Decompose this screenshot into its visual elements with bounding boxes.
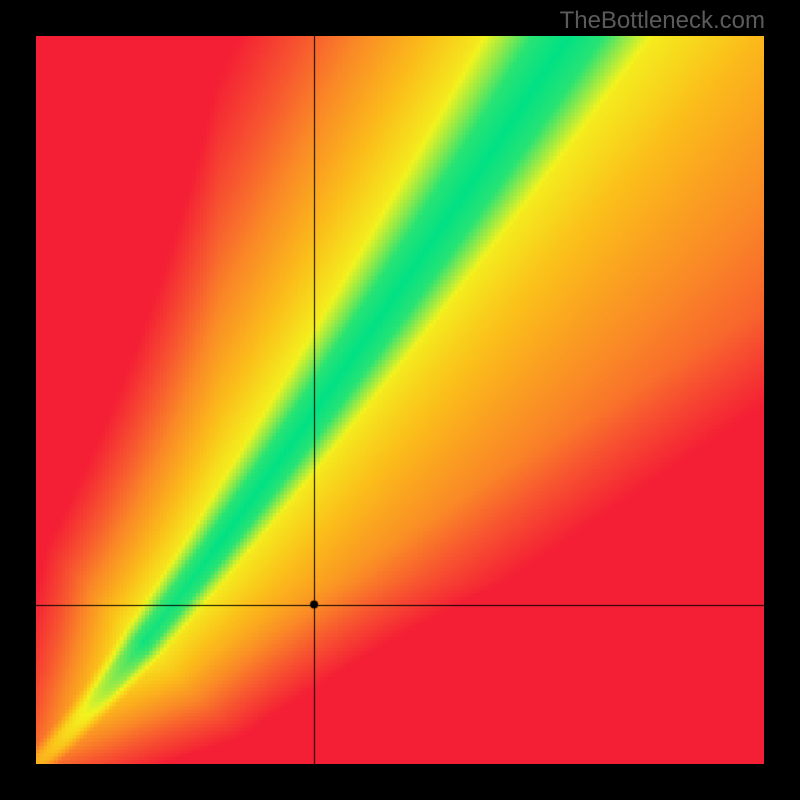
- chart-container: TheBottleneck.com: [0, 0, 800, 800]
- bottleneck-heatmap: [36, 36, 764, 764]
- watermark-text: TheBottleneck.com: [560, 7, 765, 35]
